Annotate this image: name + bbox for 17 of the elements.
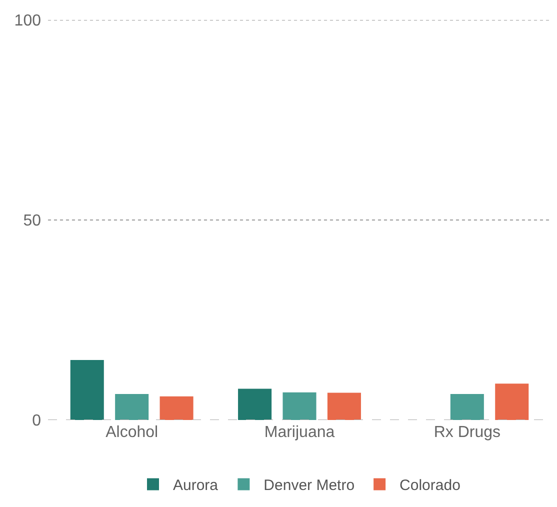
bar — [282, 392, 316, 420]
bar — [450, 394, 484, 420]
y-tick-label: 50 — [23, 212, 42, 230]
legend-label: Aurora — [173, 477, 219, 494]
y-tick-label: 0 — [32, 412, 42, 430]
legend-label: Colorado — [400, 477, 460, 494]
bar — [70, 360, 104, 420]
legend-label: Denver Metro — [264, 477, 355, 494]
bar — [238, 388, 272, 420]
x-tick-label: Rx Drugs — [434, 424, 501, 441]
bar — [160, 396, 194, 420]
x-tick-label: Alcohol — [106, 424, 158, 441]
x-tick-label: Marijuana — [264, 424, 335, 441]
bar — [327, 392, 361, 420]
y-tick-label: 100 — [14, 12, 42, 30]
bar — [115, 394, 149, 420]
bar — [495, 384, 529, 420]
